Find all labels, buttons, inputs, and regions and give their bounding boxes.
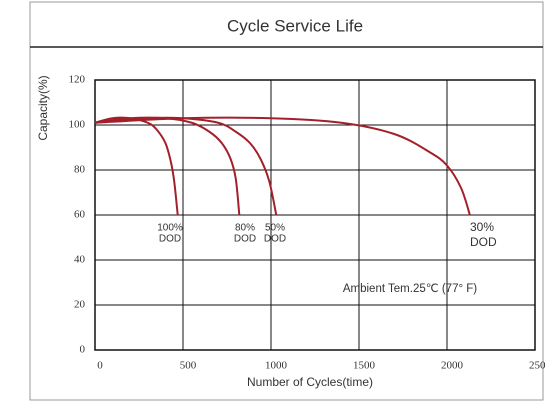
y-tick-label: 60 bbox=[74, 209, 86, 221]
annotation: DOD bbox=[234, 234, 256, 245]
x-tick-label: 0 bbox=[97, 360, 103, 372]
curve bbox=[94, 116, 179, 216]
annotation: 100% bbox=[157, 223, 183, 234]
annotation: DOD bbox=[159, 234, 181, 245]
y-tick-label: 80 bbox=[74, 164, 86, 176]
x-tick-label: 2000 bbox=[441, 360, 464, 372]
annotation: 80% bbox=[235, 223, 255, 234]
y-tick-label: 0 bbox=[80, 344, 86, 356]
annotation: DOD bbox=[264, 234, 286, 245]
x-tick-label: 2500 bbox=[529, 360, 545, 372]
plot-frame bbox=[94, 79, 536, 351]
x-tick-label: 1000 bbox=[265, 360, 288, 372]
annotation: 50% bbox=[265, 223, 285, 234]
curve bbox=[94, 116, 471, 216]
frame bbox=[29, 1, 544, 401]
annotation: Ambient Tem.25℃ (77° F) bbox=[343, 283, 477, 295]
x-tick-label: 500 bbox=[180, 360, 197, 372]
y-axis-label: Capacity(%) bbox=[36, 75, 50, 140]
annotation: 30% bbox=[470, 220, 494, 234]
annotation: DOD bbox=[470, 235, 497, 249]
x-axis-label: Number of Cycles(time) bbox=[247, 375, 373, 389]
y-tick-label: 120 bbox=[69, 74, 86, 86]
y-tick-label: 20 bbox=[74, 299, 86, 311]
x-tick-label: 1500 bbox=[353, 360, 376, 372]
chart-title: Cycle Service Life bbox=[227, 16, 363, 35]
y-tick-label: 100 bbox=[69, 119, 86, 131]
y-tick-label: 40 bbox=[74, 254, 86, 266]
curve bbox=[94, 116, 278, 216]
